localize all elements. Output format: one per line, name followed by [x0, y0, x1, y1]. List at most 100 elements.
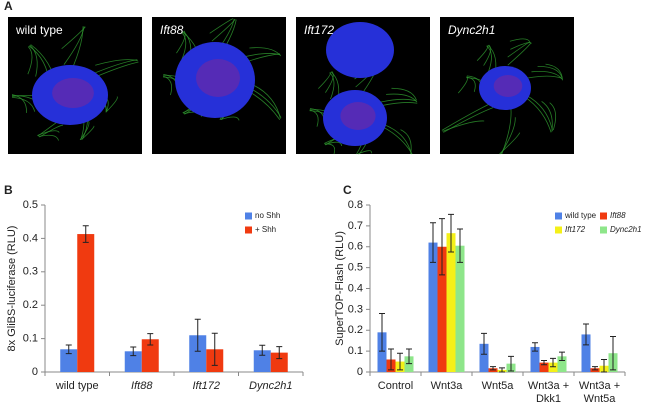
- error-bar: [490, 366, 496, 371]
- legend-swatch: [600, 226, 607, 234]
- legend-label: Ift172: [565, 225, 586, 234]
- fiber: [507, 42, 532, 66]
- fiber: [95, 59, 138, 66]
- error-bar: [439, 218, 445, 276]
- fiber: [483, 44, 491, 66]
- nucleolus: [340, 102, 376, 130]
- legend-label: no Shh: [255, 211, 280, 220]
- error-bar: [259, 344, 266, 356]
- fiber: [249, 47, 282, 57]
- fiber: [176, 30, 186, 54]
- fiber: [391, 87, 417, 101]
- nucleolus: [196, 59, 240, 97]
- bar: [253, 350, 271, 372]
- legend-swatch: [600, 212, 607, 220]
- fiber: [526, 95, 553, 131]
- fiber: [37, 130, 60, 136]
- nucleolus: [52, 78, 94, 108]
- fiber: [476, 45, 489, 61]
- fiber: [442, 120, 485, 132]
- error-bar: [448, 213, 454, 253]
- fiber: [531, 71, 563, 80]
- y-axis-label: 8x GliBS-luciferase (RLU): [6, 226, 18, 352]
- error-bar: [406, 348, 412, 365]
- legend-swatch: [245, 226, 252, 234]
- nucleolus: [493, 75, 523, 97]
- bar: [428, 242, 438, 372]
- error-bar: [430, 222, 436, 263]
- fiber: [106, 96, 118, 113]
- fiber: [318, 71, 331, 89]
- bar: [437, 246, 447, 372]
- fiber: [400, 129, 412, 155]
- error-bar: [379, 313, 385, 352]
- fiber: [29, 44, 38, 77]
- x-tick-label: Wnt3a +: [579, 380, 620, 392]
- fiber: [549, 102, 557, 131]
- bar: [189, 335, 207, 372]
- x-tick-label: Dkk1: [536, 393, 561, 405]
- error-bar: [499, 367, 505, 373]
- x-tick-label: Dync2h1: [249, 380, 292, 392]
- legend-swatch: [245, 212, 252, 220]
- y-tick-label: 0.4: [23, 232, 38, 244]
- x-tick-label: Wnt5a: [482, 380, 515, 392]
- bar: [539, 362, 549, 372]
- fiber: [11, 94, 27, 113]
- x-tick-label: wild type: [55, 380, 99, 392]
- y-tick-label: 0.3: [23, 266, 38, 278]
- error-bar: [397, 352, 403, 371]
- image-label: Ift88: [160, 23, 184, 37]
- bar: [548, 362, 558, 372]
- bar: [404, 356, 414, 372]
- image-label: Ift172: [304, 23, 334, 37]
- fiber: [466, 76, 476, 92]
- error-bar: [592, 366, 598, 371]
- nucleus: [326, 22, 394, 78]
- image-label: wild type: [15, 23, 63, 37]
- panel-label: C: [343, 183, 352, 197]
- bar: [446, 233, 456, 372]
- fiber: [329, 72, 335, 100]
- fiber: [541, 101, 553, 132]
- error-bar: [481, 332, 487, 355]
- fiber: [81, 125, 95, 140]
- bar: [557, 356, 567, 372]
- bar: [141, 339, 159, 372]
- fiber: [357, 150, 372, 155]
- y-tick-label: 0: [357, 366, 363, 378]
- fiber: [385, 124, 412, 155]
- y-axis-label: SuperTOP-Flash (RLU): [334, 231, 346, 346]
- image-label: Dync2h1: [448, 23, 495, 37]
- error-bar: [276, 346, 283, 360]
- error-bar: [130, 346, 137, 357]
- legend-label: wild type: [564, 211, 597, 220]
- fiber: [509, 38, 531, 43]
- y-tick-label: 0.2: [23, 299, 38, 311]
- y-tick-label: 0.2: [348, 324, 363, 336]
- y-tick-label: 0.5: [23, 199, 38, 211]
- error-bar: [457, 228, 463, 263]
- legend-label: Dync2h1: [610, 225, 642, 234]
- fiber: [27, 46, 33, 75]
- x-tick-label: Ift88: [131, 380, 153, 392]
- bar: [377, 332, 387, 372]
- error-bar: [583, 323, 589, 346]
- fiber: [163, 75, 173, 96]
- y-tick-label: 0: [32, 366, 38, 378]
- y-tick-label: 0.8: [348, 199, 363, 211]
- bar: [530, 346, 540, 372]
- legend-swatch: [555, 226, 562, 234]
- fiber: [545, 63, 563, 81]
- fiber: [500, 117, 516, 155]
- error-bar: [610, 336, 616, 371]
- bar: [124, 351, 142, 372]
- error-bar: [532, 342, 538, 352]
- error-bar: [601, 358, 607, 373]
- y-tick-label: 0.4: [348, 282, 363, 294]
- bar: [77, 234, 95, 372]
- bar: [60, 349, 78, 372]
- fiber: [211, 19, 236, 42]
- fiber: [386, 93, 418, 103]
- fiber: [12, 97, 36, 112]
